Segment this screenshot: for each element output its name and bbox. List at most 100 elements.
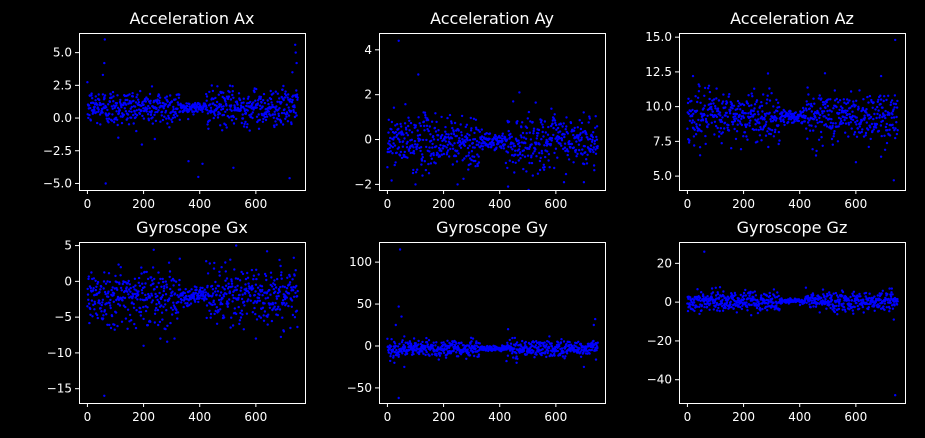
scatter-point (215, 100, 219, 104)
scatter-point (412, 146, 415, 149)
scatter-point (533, 356, 536, 359)
scatter-point (208, 103, 212, 106)
scatter-point (129, 290, 132, 293)
scatter-point (205, 297, 208, 301)
scatter-point (712, 308, 715, 311)
scatter-point (229, 98, 233, 101)
scatter-point (219, 308, 222, 311)
scatter-point (851, 309, 854, 312)
scatter-point (694, 133, 698, 136)
y-tick-label: −20 (647, 334, 672, 348)
scatter-point (446, 149, 450, 152)
scatter-point (236, 103, 239, 106)
x-tick-label: 400 (188, 197, 211, 211)
scatter-point (755, 306, 759, 310)
scatter-point (267, 313, 270, 316)
scatter-point (506, 185, 510, 188)
scatter-point (86, 287, 89, 291)
scatter-point (828, 117, 831, 121)
scatter-point (729, 303, 732, 306)
scatter-point (397, 396, 400, 400)
scatter-point (242, 105, 245, 109)
scatter-point (292, 295, 296, 298)
scatter-point (696, 100, 699, 104)
scatter-point (450, 122, 453, 125)
scatter-point (165, 286, 169, 289)
scatter-point (437, 358, 440, 361)
scatter-point (541, 130, 544, 134)
scatter-point (254, 283, 258, 286)
scatter-point (116, 106, 120, 110)
scatter-point (721, 102, 724, 105)
scatter-point (558, 353, 562, 357)
scatter-point (761, 307, 764, 311)
scatter-point (837, 296, 840, 299)
scatter-point (738, 102, 741, 105)
scatter-point (590, 348, 593, 352)
scatter-point (505, 359, 508, 363)
scatter-point (253, 306, 256, 310)
scatter-point (881, 289, 884, 292)
scatter-point (169, 94, 172, 97)
scatter-point (113, 328, 116, 331)
scatter-point (201, 294, 205, 298)
scatter-points (686, 38, 899, 182)
scatter-point (100, 303, 103, 307)
scatter-point (195, 286, 198, 289)
scatter-point (259, 97, 262, 101)
scatter-point (846, 113, 849, 116)
x-tick-label: 600 (844, 197, 867, 211)
scatter-point (230, 280, 233, 283)
scatter-point (174, 280, 178, 283)
scatter-point (567, 343, 571, 347)
scatter-point (245, 312, 249, 315)
scatter-point (699, 299, 702, 302)
scatter-point (129, 107, 132, 110)
scatter-point (569, 349, 572, 352)
scatter-point (592, 323, 595, 327)
scatter-point (201, 110, 204, 114)
scatter-point (421, 153, 424, 156)
scatter-point (468, 134, 471, 137)
scatter-point (469, 116, 472, 120)
scatter-point (767, 145, 770, 149)
scatter-point (262, 92, 266, 96)
scatter-point (592, 339, 595, 343)
scatter-point (294, 291, 297, 294)
scatter-point (823, 296, 826, 299)
scatter-point (519, 134, 522, 137)
scatter-point (201, 286, 204, 290)
scatter-point (562, 351, 565, 354)
scatter-point (700, 130, 703, 133)
scatter-point (424, 168, 428, 172)
scatter-point (276, 92, 279, 95)
scatter-point (89, 119, 93, 122)
scatter-point (704, 299, 708, 302)
scatter-point (589, 144, 593, 147)
scatter-point (724, 114, 727, 117)
scatter-point (740, 117, 743, 121)
scatter-point (750, 92, 753, 95)
scatter-point (126, 327, 129, 330)
scatter-point (594, 358, 598, 361)
scatter-point (205, 92, 208, 96)
scatter-point (835, 105, 838, 109)
scatter-point (708, 90, 712, 94)
scatter-point (213, 312, 216, 316)
scatter-point (857, 299, 860, 303)
scatter-point (758, 105, 762, 108)
scatter-point (145, 96, 148, 99)
scatter-point (177, 295, 180, 299)
scatter-point (282, 330, 286, 333)
scatter-point (439, 143, 442, 147)
scatter-point (431, 344, 435, 347)
scatter-point (425, 341, 429, 344)
scatter-point (736, 301, 739, 304)
scatter-point (866, 95, 869, 99)
scatter-point (427, 129, 430, 133)
scatter-point (538, 159, 542, 163)
scatter-point (462, 177, 465, 180)
scatter-point (440, 341, 443, 344)
scatter-point (765, 102, 768, 105)
scatter-point (531, 120, 534, 124)
